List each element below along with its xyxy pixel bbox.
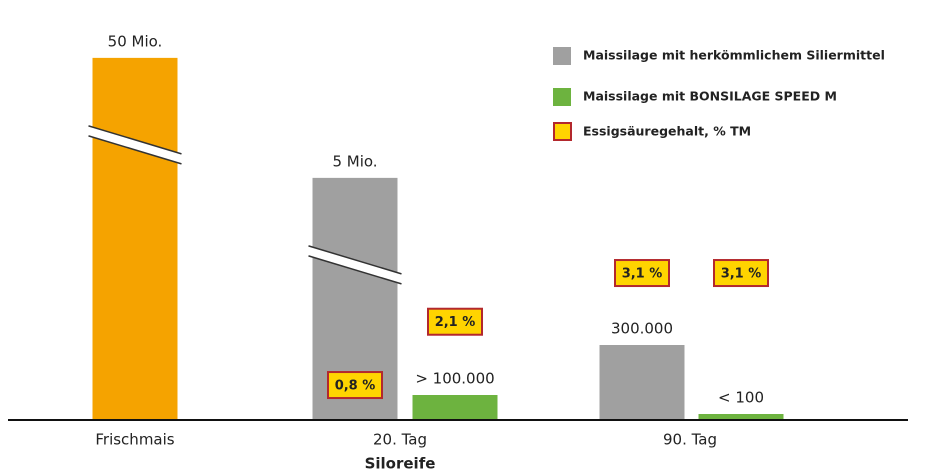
legend-label: Maissilage mit BONSILAGE SPEED M: [583, 89, 837, 104]
bar: [599, 345, 685, 420]
acid-label: 3,1 %: [622, 267, 663, 282]
x-tick-label: 90. Tag: [663, 431, 717, 449]
legend-swatch: [553, 47, 571, 65]
axis-break-line: [308, 245, 402, 275]
value-label: 5 Mio.: [332, 152, 377, 170]
axis-break: [88, 125, 182, 164]
value-label: 50 Mio.: [108, 32, 163, 50]
legend-label: Maissilage mit herkömmlichem Siliermitte…: [583, 48, 885, 63]
bar: [412, 395, 498, 420]
x-tick-label: Frischmais: [95, 431, 174, 449]
acid-box: [327, 371, 383, 400]
axis-break: [308, 245, 402, 284]
acid-label: 0,8 %: [335, 379, 376, 394]
acid-box: [427, 307, 483, 336]
value-label: < 100: [718, 389, 764, 407]
bar: [698, 414, 784, 420]
axis-break-line: [88, 135, 182, 165]
value-label: 300.000: [611, 320, 673, 338]
axis-break-line: [308, 255, 402, 285]
acid-box: [713, 259, 769, 288]
acid-label: 2,1 %: [435, 315, 476, 330]
acid-label: 3,1 %: [721, 267, 762, 282]
value-label: > 100.000: [415, 370, 494, 388]
legend-swatch: [553, 88, 571, 106]
acid-box: [614, 259, 670, 288]
x-axis-title: Siloreife: [365, 455, 436, 472]
legend-label: Essigsäuregehalt, % TM: [583, 124, 751, 139]
legend-swatch: [553, 122, 572, 141]
axis-break-line: [88, 125, 182, 155]
bar: [92, 57, 178, 420]
x-tick-label: 20. Tag: [373, 431, 427, 449]
